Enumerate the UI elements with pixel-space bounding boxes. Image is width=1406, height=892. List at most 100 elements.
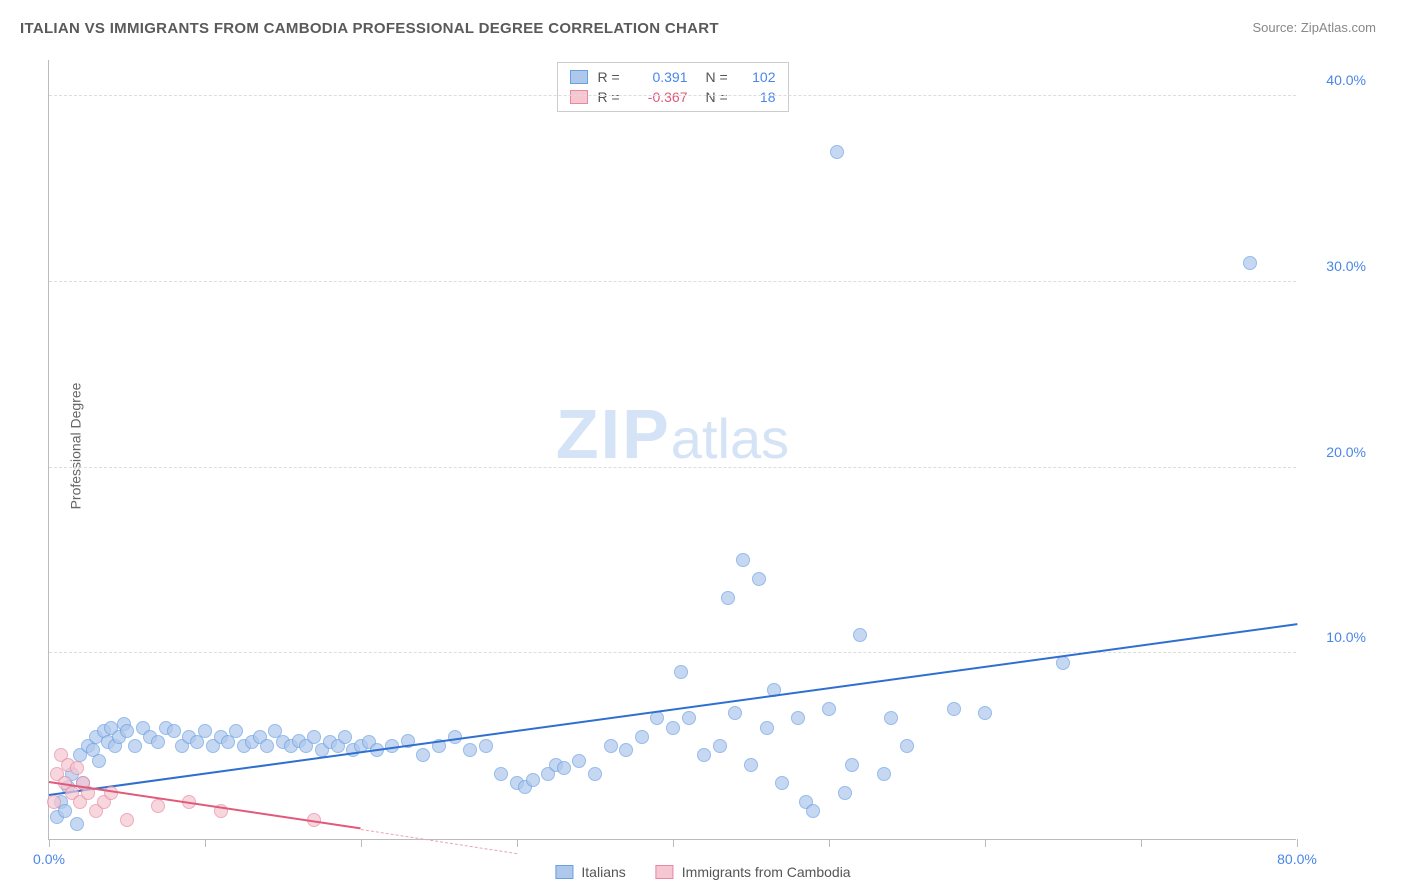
legend-correlation-box: R = 0.391 N = 102 R = -0.367 N = 18 (557, 62, 789, 112)
data-point-italians (845, 758, 859, 772)
y-tick-label: 30.0% (1326, 258, 1366, 274)
watermark-atlas: atlas (671, 406, 789, 471)
data-point-cambodia (120, 813, 134, 827)
data-point-italians (416, 748, 430, 762)
legend-swatch (656, 865, 674, 879)
legend-swatch (555, 865, 573, 879)
data-point-italians (463, 743, 477, 757)
data-point-italians (120, 724, 134, 738)
data-point-italians (791, 711, 805, 725)
legend-r-label: R = (598, 89, 623, 105)
data-point-italians (572, 754, 586, 768)
data-point-italians (728, 706, 742, 720)
data-point-italians (666, 721, 680, 735)
data-point-italians (830, 145, 844, 159)
chart-container: ITALIAN VS IMMIGRANTS FROM CAMBODIA PROF… (0, 0, 1406, 892)
legend-r-value: -0.367 (633, 89, 688, 105)
x-tick (517, 839, 518, 847)
legend-correlation-row: R = -0.367 N = 18 (570, 87, 776, 107)
data-point-italians (229, 724, 243, 738)
data-point-italians (775, 776, 789, 790)
x-tick-label: 80.0% (1277, 851, 1317, 867)
data-point-italians (697, 748, 711, 762)
x-tick (49, 839, 50, 847)
data-point-italians (674, 665, 688, 679)
legend-n-value: 18 (741, 89, 776, 105)
data-point-italians (260, 739, 274, 753)
data-point-italians (338, 730, 352, 744)
legend-swatch (570, 70, 588, 84)
grid-line (49, 467, 1296, 468)
legend-series: Italians Immigrants from Cambodia (555, 864, 850, 880)
data-point-italians (760, 721, 774, 735)
watermark-zip: ZIP (556, 394, 671, 474)
data-point-italians (947, 702, 961, 716)
legend-series-label: Immigrants from Cambodia (682, 864, 851, 880)
data-point-italians (877, 767, 891, 781)
data-point-italians (635, 730, 649, 744)
data-point-italians (721, 591, 735, 605)
data-point-cambodia (70, 761, 84, 775)
data-point-italians (838, 786, 852, 800)
grid-line (49, 95, 1296, 96)
legend-series-label: Italians (581, 864, 625, 880)
data-point-italians (900, 739, 914, 753)
chart-title: ITALIAN VS IMMIGRANTS FROM CAMBODIA PROF… (20, 20, 719, 37)
data-point-italians (588, 767, 602, 781)
data-point-italians (650, 711, 664, 725)
data-point-italians (619, 743, 633, 757)
data-point-italians (198, 724, 212, 738)
legend-n-label: N = (706, 69, 731, 85)
data-point-italians (526, 773, 540, 787)
y-tick-label: 20.0% (1326, 444, 1366, 460)
y-tick-label: 10.0% (1326, 629, 1366, 645)
legend-n-label: N = (706, 89, 731, 105)
grid-line (49, 281, 1296, 282)
x-tick (205, 839, 206, 847)
grid-line (49, 652, 1296, 653)
legend-r-label: R = (598, 69, 623, 85)
data-point-italians (736, 553, 750, 567)
data-point-italians (744, 758, 758, 772)
data-point-italians (978, 706, 992, 720)
plot-area: ZIPatlas R = 0.391 N = 102 R = -0.367 N = 18 10… (48, 60, 1296, 840)
data-point-italians (557, 761, 571, 775)
watermark: ZIPatlas (556, 394, 789, 474)
x-tick (829, 839, 830, 847)
data-point-italians (822, 702, 836, 716)
x-tick (1297, 839, 1298, 847)
legend-swatch (570, 90, 588, 104)
x-tick-label: 0.0% (33, 851, 65, 867)
data-point-italians (494, 767, 508, 781)
data-point-italians (307, 730, 321, 744)
data-point-italians (128, 739, 142, 753)
data-point-italians (58, 804, 72, 818)
data-point-italians (682, 711, 696, 725)
data-point-italians (151, 735, 165, 749)
data-point-italians (604, 739, 618, 753)
data-point-cambodia (151, 799, 165, 813)
data-point-italians (92, 754, 106, 768)
trend-line-ext-cambodia (361, 829, 517, 854)
legend-series-item: Immigrants from Cambodia (656, 864, 851, 880)
data-point-italians (853, 628, 867, 642)
data-point-italians (70, 817, 84, 831)
data-point-italians (752, 572, 766, 586)
data-point-italians (1243, 256, 1257, 270)
trend-line-italians (49, 623, 1297, 796)
legend-n-value: 102 (741, 69, 776, 85)
data-point-italians (806, 804, 820, 818)
source-label: Source: ZipAtlas.com (1252, 20, 1376, 35)
x-tick (1141, 839, 1142, 847)
legend-series-item: Italians (555, 864, 625, 880)
data-point-italians (167, 724, 181, 738)
y-tick-label: 40.0% (1326, 72, 1366, 88)
data-point-italians (713, 739, 727, 753)
x-tick (985, 839, 986, 847)
x-tick (361, 839, 362, 847)
legend-r-value: 0.391 (633, 69, 688, 85)
data-point-italians (479, 739, 493, 753)
legend-correlation-row: R = 0.391 N = 102 (570, 67, 776, 87)
data-point-cambodia (47, 795, 61, 809)
x-tick (673, 839, 674, 847)
